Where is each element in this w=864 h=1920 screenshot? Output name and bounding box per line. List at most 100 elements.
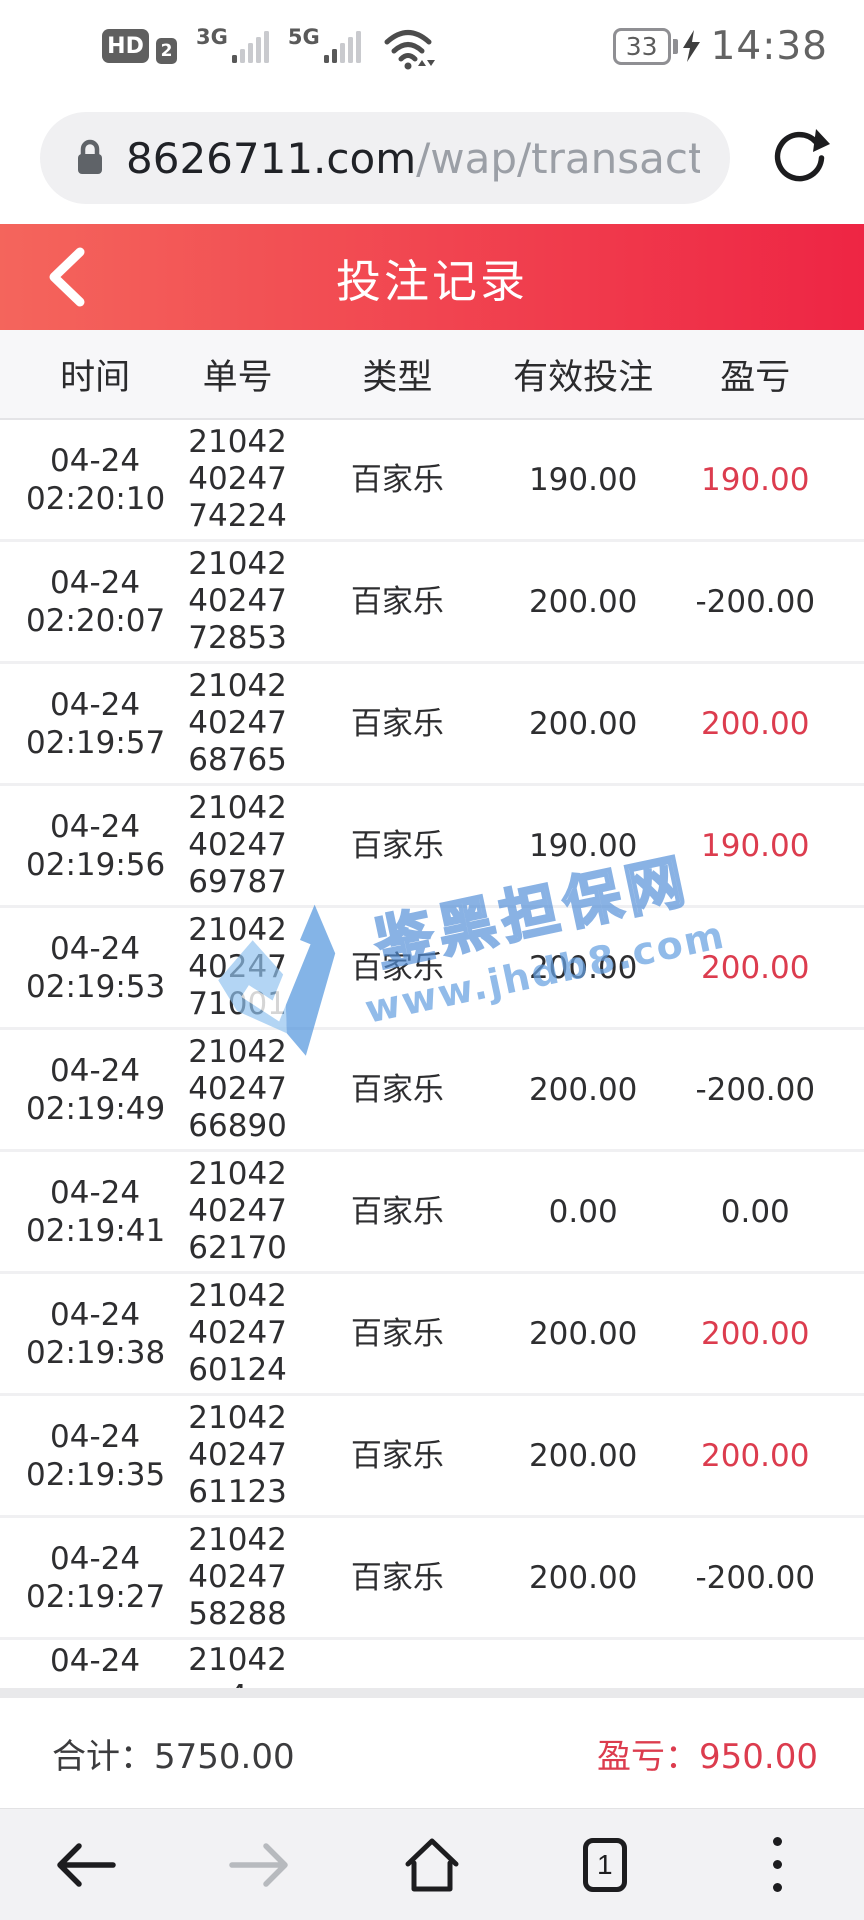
cell-type: 百家乐 [350,1437,444,1474]
cell-time: 04-24 02:19:27 [26,1540,166,1615]
cell-time: 04-24 02:19:38 [26,1296,166,1371]
status-bar: HD 2 3G 5G 33 [0,0,864,92]
cell-valid-bet: 200.00 [528,1437,638,1474]
table-row: 04-24 02:19:41 210424024762170 百家乐 0.00 0… [0,1152,864,1274]
refresh-icon [774,129,830,182]
hd-voice-icon: HD [102,29,149,63]
cell-time: 04-24 02:19:53 [26,930,166,1005]
cell-type: 百家乐 [350,1071,444,1108]
table-row: 04-24 02:19:57 210424024768765 百家乐 200.00… [0,664,864,786]
cell-profit: 0.00 [720,1193,790,1230]
cell-profit: 190.00 [701,827,810,864]
col-header-type: 类型 [362,357,433,398]
cell-time: 04-24 02:19:41 [26,1174,166,1249]
nav-menu-button[interactable] [718,1820,838,1910]
cell-profit: -200.00 [695,1071,816,1108]
lock-icon [78,139,102,174]
address-bar[interactable]: 8626711.com/wap/transactionRec [40,112,730,204]
total-summary: 合计：5750.00 [52,1736,295,1777]
signal-3g-label: 3G [196,25,228,49]
table-body: 鉴黑担保网 www.jhdb8.com 04-24 02:20:10 210424… [0,420,864,1688]
col-header-valid-bet: 有效投注 [513,357,654,398]
battery-nub [672,38,678,54]
profit-value: 950.00 [699,1736,818,1777]
cell-order: 210424024758288 [188,1522,287,1632]
cell-type: 百家乐 [350,1315,444,1352]
cell-valid-bet: 200.00 [528,949,638,986]
cell-type: 百家乐 [350,1559,444,1596]
cell-profit: -200.00 [695,1559,816,1596]
page-header: 投注记录 [0,224,864,330]
cell-valid-bet: 0.00 [548,1193,618,1230]
vertical-dots-icon [773,1837,783,1892]
cell-time: 04-24 02:19:49 [26,1052,166,1127]
cell-type: 百家乐 [350,705,444,742]
cell-order: 210424024768765 [188,668,287,778]
browser-nav-bar: 1 [0,1808,864,1920]
tab-count-icon: 1 [582,1837,627,1892]
nav-tabs-button[interactable]: 1 [545,1820,665,1910]
cell-valid-bet: 200.00 [528,705,638,742]
cell-valid-bet: 190.00 [528,827,638,864]
cell-type: 百家乐 [350,827,444,864]
status-right-icons: 33 14:38 [612,23,828,69]
arrow-right-icon [229,1842,288,1887]
profit-summary: 盈亏：950.00 [597,1736,818,1777]
chevron-left-icon [49,247,85,307]
cell-order: 210424024769787 [188,790,287,900]
nav-home-button[interactable] [372,1820,492,1910]
battery-icon: 33 [612,27,671,65]
battery-percent: 33 [625,31,658,61]
cell-type: 百家乐 [350,583,444,620]
table-row: 04-24 02:19:35 210424024761123 百家乐 200.00… [0,1396,864,1518]
refresh-button[interactable] [764,121,838,195]
cell-type: 百家乐 [350,461,444,498]
wifi-icon [384,30,435,70]
back-button[interactable] [26,224,106,330]
table-row: 04-24 02:19:56 210424024769787 百家乐 190.00… [0,786,864,908]
cell-time: 04-24 02:19:57 [26,686,166,761]
table-row: 04-24 02:19:53 210424024771001 百家乐 200.00… [0,908,864,1030]
cell-time: 04-24 02:20:07 [26,564,166,639]
url-text: 8626711.com/wap/transactionRec [126,134,700,183]
status-time: 14:38 [710,23,828,69]
cell-time: 04-24 02:19:35 [26,1418,166,1493]
summary-bar: 合计：5750.00 盈亏：950.00 [0,1698,864,1808]
cell-valid-bet: 200.00 [528,583,638,620]
nav-forward-button[interactable] [199,1820,319,1910]
section-divider [0,1688,864,1698]
cell-time: 04-24 [50,1643,141,1679]
cell-valid-bet: 200.00 [528,1559,638,1596]
cell-profit: 200.00 [701,1315,810,1352]
table-row: 04-24 02:19:49 210424024766890 百家乐 200.00… [0,1030,864,1152]
table-header: 时间 单号 类型 有效投注 盈亏 [0,330,864,420]
cell-order: 210424024771001 [188,912,287,1022]
cell-order: 210424024760124 [188,1278,287,1388]
table-row: 04-24 02:19:27 210424024758288 百家乐 200.00… [0,1518,864,1640]
signal-5g-icon: 5G [288,25,361,63]
cell-profit: 190.00 [701,461,810,498]
cell-valid-bet: 200.00 [528,1315,638,1352]
col-header-time: 时间 [60,357,131,398]
table-row: 04-24 02:20:10 210424024774224 百家乐 190.00… [0,420,864,542]
col-header-order: 单号 [202,357,273,398]
cell-valid-bet: 190.00 [528,461,638,498]
table-row: 04-24 02:20:07 210424024772853 百家乐 200.00… [0,542,864,664]
total-value: 5750.00 [154,1736,295,1777]
url-path: /wap/transactionRec [416,133,700,183]
status-left-icons: HD 2 3G 5G [102,24,436,70]
cell-profit: 200.00 [701,705,810,742]
page-title: 投注记录 [335,254,528,308]
cell-order: 210424 [188,1642,287,1688]
charging-icon [682,30,700,62]
nav-back-button[interactable] [26,1820,146,1910]
cell-order: 210424024774224 [188,424,287,534]
cell-time: 04-24 02:19:56 [26,808,166,883]
tab-count: 1 [596,1848,613,1880]
cell-time: 04-24 02:20:10 [26,442,166,517]
cell-profit: 200.00 [701,949,810,986]
home-icon [405,1838,459,1891]
browser-url-row: 8626711.com/wap/transactionRec [0,92,864,224]
cell-profit: 200.00 [701,1437,810,1474]
